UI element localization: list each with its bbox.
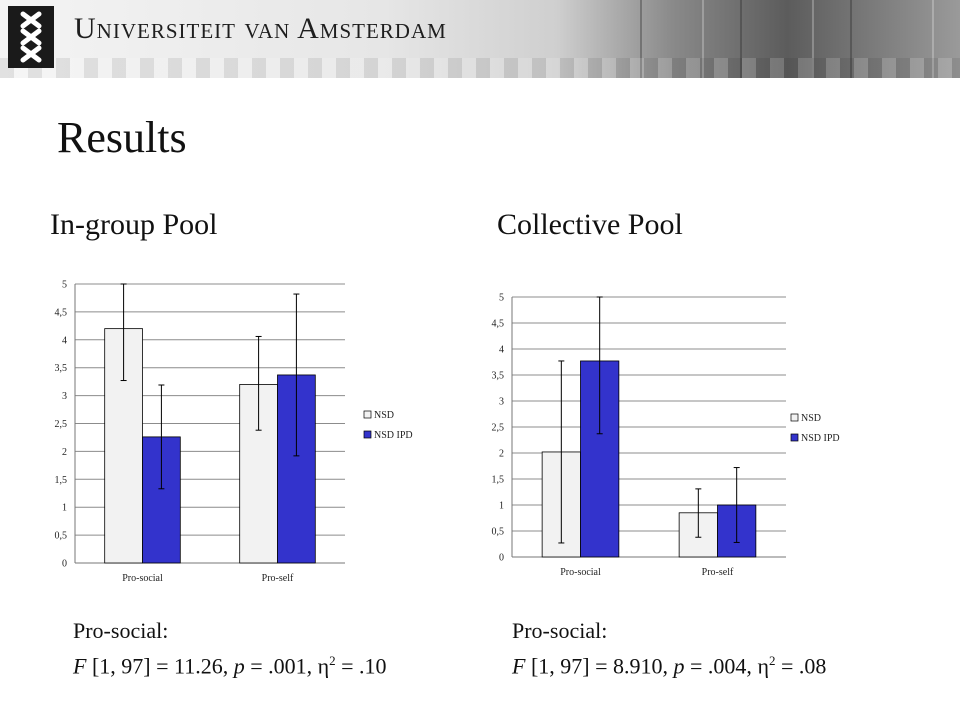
y-tick-label: 3,5 xyxy=(55,363,68,374)
legend-swatch xyxy=(790,433,799,442)
stats-f: F xyxy=(73,653,87,679)
stats-p: p xyxy=(673,653,685,679)
stats-label: Pro-social: xyxy=(73,618,169,643)
y-tick-label: 0,5 xyxy=(55,531,68,542)
stats-eta-value: = .10 xyxy=(341,653,387,679)
stats-eta-sup: 2 xyxy=(329,653,336,668)
legend-swatch xyxy=(363,410,372,419)
y-tick-label: 0,5 xyxy=(492,527,505,538)
legend-label: NSD xyxy=(801,413,821,424)
legend-swatch xyxy=(790,413,799,422)
slide-title: Results xyxy=(57,113,187,162)
stats-line: F [1, 97] = 8.910, p = .004, η2 = .08 xyxy=(512,646,826,681)
header-banner: Universiteit van Amsterdam xyxy=(0,0,960,78)
y-tick-label: 1 xyxy=(499,501,504,512)
x-tick-label: Pro-self xyxy=(702,567,734,578)
banner-arch xyxy=(850,0,934,78)
y-tick-label: 3 xyxy=(62,391,67,402)
y-tick-label: 0 xyxy=(62,559,67,570)
banner-arch xyxy=(740,0,814,78)
stats-eta: η xyxy=(757,653,769,679)
y-tick-label: 4,5 xyxy=(55,307,68,318)
legend-label: NSD IPD xyxy=(801,433,840,444)
y-tick-label: 0 xyxy=(499,553,504,564)
stats-p: p xyxy=(233,653,245,679)
university-name: Universiteit van Amsterdam xyxy=(74,12,447,45)
legend-label: NSD IPD xyxy=(374,430,413,441)
stats-line: F [1, 97] = 11.26, p = .001, η2 = .10 xyxy=(73,646,387,681)
legend-swatch xyxy=(363,430,372,439)
y-tick-label: 5 xyxy=(499,293,504,304)
stats-f: F xyxy=(512,653,526,679)
y-tick-label: 2 xyxy=(499,449,504,460)
stats-p-value: = .001, xyxy=(250,653,313,679)
stats-ingroup: Pro-social: F [1, 97] = 11.26, p = .001,… xyxy=(73,616,387,681)
x-tick-label: Pro-social xyxy=(560,567,601,578)
xxx-shield-icon xyxy=(8,6,54,68)
y-tick-label: 4 xyxy=(62,335,67,346)
stats-eta-sup: 2 xyxy=(768,653,776,668)
x-tick-label: Pro-self xyxy=(262,573,294,584)
stats-df: [1, 97] = 11.26, xyxy=(91,653,229,679)
y-tick-label: 1,5 xyxy=(55,475,68,486)
y-tick-label: 4 xyxy=(499,345,504,356)
y-tick-label: 3,5 xyxy=(492,371,505,382)
stats-df: [1, 97] = 8.910, xyxy=(530,653,669,679)
y-tick-label: 2 xyxy=(62,447,67,458)
panel-title-ingroup: In-group Pool xyxy=(50,208,218,241)
y-tick-label: 4,5 xyxy=(492,319,505,330)
panel-title-collective: Collective Pool xyxy=(497,208,683,241)
legend-label: NSD xyxy=(374,410,394,421)
y-tick-label: 1,5 xyxy=(492,475,505,486)
stats-eta: η xyxy=(317,653,330,679)
banner-arch xyxy=(640,0,704,78)
stats-eta-value: = .08 xyxy=(780,653,827,679)
y-tick-label: 2,5 xyxy=(55,419,68,430)
stats-label: Pro-social: xyxy=(512,618,608,643)
x-tick-label: Pro-social xyxy=(122,573,163,584)
stats-p-value: = .004, xyxy=(690,653,752,679)
y-tick-label: 2,5 xyxy=(492,423,505,434)
y-tick-label: 5 xyxy=(62,280,67,291)
y-tick-label: 3 xyxy=(499,397,504,408)
y-tick-label: 1 xyxy=(62,503,67,514)
banner-floor xyxy=(0,58,960,78)
stats-collective: Pro-social: F [1, 97] = 8.910, p = .004,… xyxy=(512,616,826,681)
